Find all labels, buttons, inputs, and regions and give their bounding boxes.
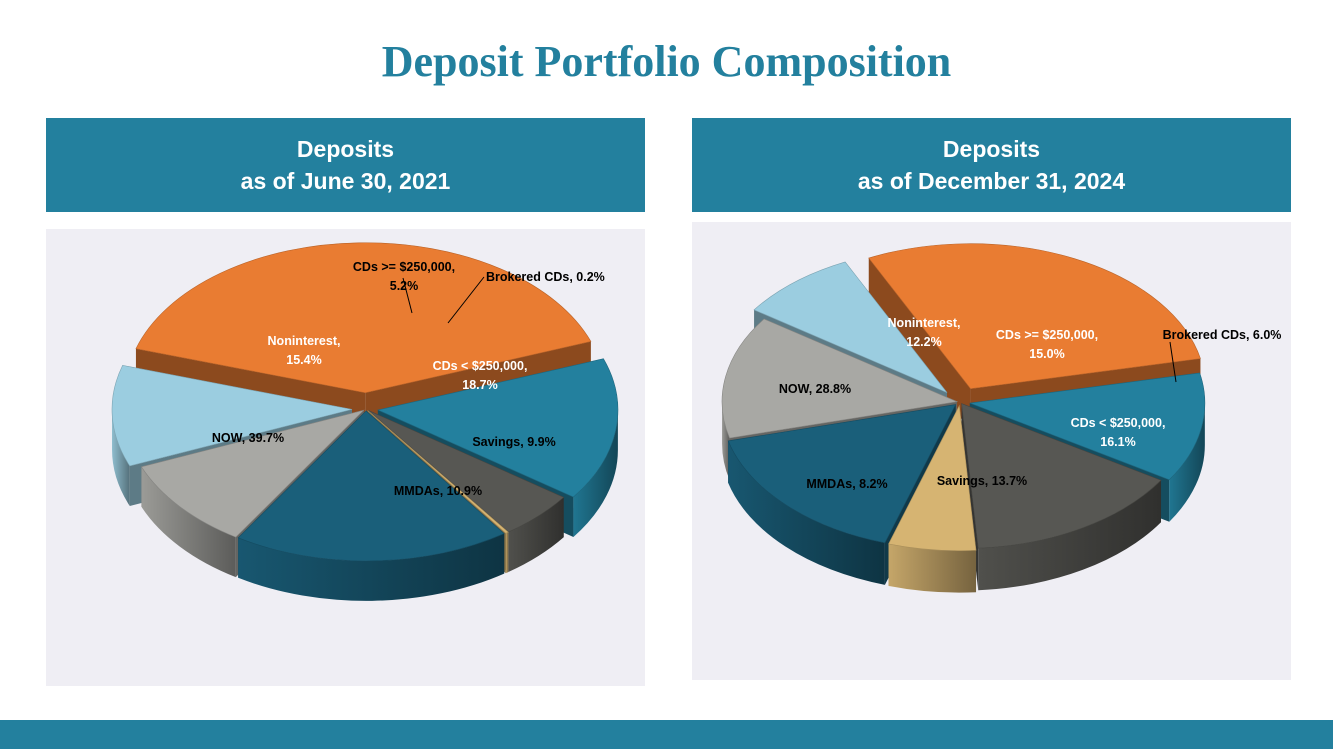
data-label-now: NOW, 28.8% xyxy=(779,382,851,396)
data-label-cds-ge-250-000: CDs >= $250,000, 5.2% xyxy=(353,260,455,293)
data-label-now: NOW, 39.7% xyxy=(212,431,284,445)
data-label-mmdas: MMDAs, 10.9% xyxy=(394,484,482,498)
data-label-cds-lt-250-000: CDs < $250,000, 18.7% xyxy=(433,359,528,392)
data-label-noninterest: Noninterest, 15.4% xyxy=(268,334,341,367)
page-title: Deposit Portfolio Composition xyxy=(381,37,952,86)
pie-slice-brokered-cds xyxy=(888,404,977,593)
leader-line-brokered-cds xyxy=(1169,341,1177,383)
footer-bar xyxy=(0,720,1333,749)
data-label-savings: Savings, 9.9% xyxy=(472,435,555,449)
pie-chart-2021: Noninterest, 15.4% CDs >= $250,000, 5.2% Bro… xyxy=(111,242,619,601)
data-label-savings: Savings, 13.7% xyxy=(937,474,1027,488)
panel-header-2024-line1: Deposits xyxy=(942,136,1041,162)
data-label-cds-lt-250-000: CDs < $250,000, 16.1% xyxy=(1071,416,1166,449)
data-label-brokered-cds: Brokered CDs, 6.0% xyxy=(1163,328,1282,342)
leader-line-brokered-cds xyxy=(447,276,485,324)
panel-header-2021: Deposits as of June 30, 2021 xyxy=(46,118,645,212)
data-label-brokered-cds: Brokered CDs, 0.2% xyxy=(486,270,605,284)
panel-header-2024: Deposits as of December 31, 2024 xyxy=(692,118,1291,212)
pie-chart-2024-area: Noninterest, 12.2% CDs >= $250,000, 15.0% Br… xyxy=(692,222,1291,680)
pie-chart-2024: Noninterest, 12.2% CDs >= $250,000, 15.0% Br… xyxy=(721,243,1282,593)
data-label-noninterest: Noninterest, 12.2% xyxy=(888,316,961,349)
panel-header-2021-line2: as of June 30, 2021 xyxy=(240,168,451,194)
data-label-cds-ge-250-000: CDs >= $250,000, 15.0% xyxy=(996,328,1098,361)
panel-header-2024-line2: as of December 31, 2024 xyxy=(857,168,1126,194)
pie-slice-cds-lt-250-000 xyxy=(237,410,505,601)
data-label-mmdas: MMDAs, 8.2% xyxy=(806,477,887,491)
leader-line-cds-ge-250-000 xyxy=(402,277,413,314)
pie-chart-2021-area: Noninterest, 15.4% CDs >= $250,000, 5.2% Bro… xyxy=(46,229,645,686)
panel-header-2021-line1: Deposits xyxy=(296,136,395,162)
